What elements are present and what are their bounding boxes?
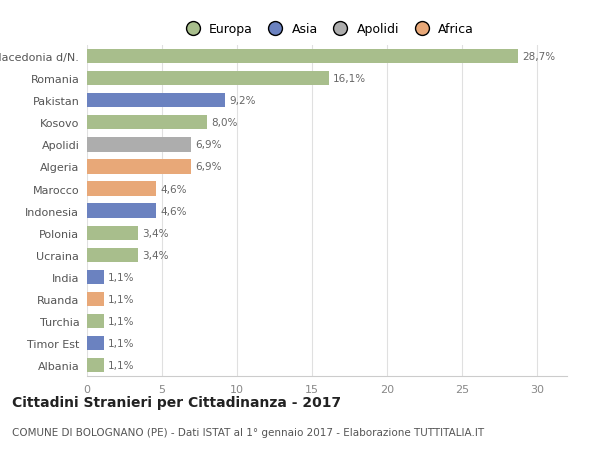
Bar [87,270,104,285]
Legend: Europa, Asia, Apolidi, Africa: Europa, Asia, Apolidi, Africa [180,23,474,36]
Text: 16,1%: 16,1% [333,74,366,84]
Text: 1,1%: 1,1% [108,338,134,348]
Bar [87,138,191,152]
Text: 8,0%: 8,0% [212,118,238,128]
Bar [87,226,138,241]
Text: 1,1%: 1,1% [108,360,134,370]
Text: COMUNE DI BOLOGNANO (PE) - Dati ISTAT al 1° gennaio 2017 - Elaborazione TUTTITAL: COMUNE DI BOLOGNANO (PE) - Dati ISTAT al… [12,427,484,437]
Bar [87,72,329,86]
Bar [87,160,191,174]
Bar [87,182,156,196]
Bar [87,50,517,64]
Text: 6,9%: 6,9% [195,162,221,172]
Text: 6,9%: 6,9% [195,140,221,150]
Text: 28,7%: 28,7% [522,52,555,62]
Bar [87,94,225,108]
Text: Cittadini Stranieri per Cittadinanza - 2017: Cittadini Stranieri per Cittadinanza - 2… [12,395,341,409]
Text: 9,2%: 9,2% [229,96,256,106]
Bar [87,358,104,373]
Bar [87,292,104,307]
Bar [87,314,104,329]
Bar [87,336,104,351]
Text: 3,4%: 3,4% [143,228,169,238]
Bar [87,248,138,263]
Text: 1,1%: 1,1% [108,272,134,282]
Text: 1,1%: 1,1% [108,316,134,326]
Text: 4,6%: 4,6% [161,206,187,216]
Text: 1,1%: 1,1% [108,294,134,304]
Text: 4,6%: 4,6% [161,184,187,194]
Text: 3,4%: 3,4% [143,250,169,260]
Bar [87,116,207,130]
Bar [87,204,156,218]
